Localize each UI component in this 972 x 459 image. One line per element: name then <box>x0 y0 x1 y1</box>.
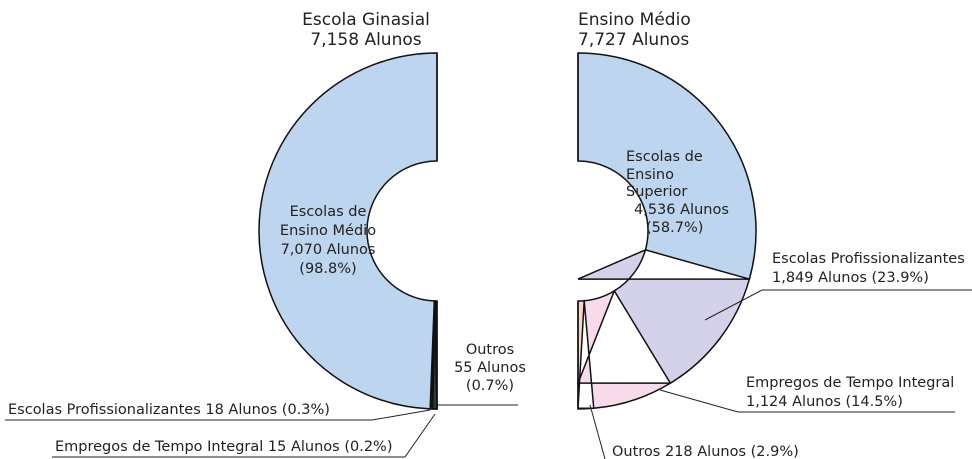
segment-label: Superior <box>626 184 687 200</box>
chart-title: Ensino Médio <box>578 10 691 30</box>
segment-label: Outros 218 Alunos (2.9%) <box>612 444 799 459</box>
segment-label: 1,124 Alunos (14.5%) <box>746 394 903 410</box>
segment-label: 55 Alunos <box>454 360 526 376</box>
chart-title: 7,727 Alunos <box>578 30 689 50</box>
donut-segment <box>577 52 757 280</box>
segment-label: Escolas de <box>290 204 367 220</box>
leader-line <box>659 389 955 413</box>
segment-label: Empregos de Tempo Integral 15 Alunos (0.… <box>55 439 393 455</box>
chart-title: 7,158 Alunos <box>310 30 421 50</box>
leader-line <box>704 289 972 321</box>
donut-segment <box>258 52 438 410</box>
segment-label: Escolas Profissionalizantes <box>772 251 965 267</box>
donut-segment <box>576 289 674 410</box>
chart-title: Escola Ginasial <box>302 10 430 30</box>
segment-label: 7,070 Alunos <box>281 242 376 258</box>
segment-label: 1,849 Alunos (23.9%) <box>772 270 929 286</box>
segment-label: Outros <box>466 342 514 358</box>
segment-label: (98.8%) <box>299 261 356 277</box>
segment-label: (0.7%) <box>466 378 514 394</box>
segment-label: Escolas Profissionalizantes 18 Alunos (0… <box>8 402 330 418</box>
donut-segment <box>577 248 751 385</box>
segment-label: Escolas de <box>626 149 703 165</box>
segment-label: 4,536 Alunos <box>634 202 729 218</box>
leader-line <box>52 413 436 458</box>
segment-label: (58.7%) <box>646 220 703 236</box>
leader-line <box>5 409 431 421</box>
segment-label: Ensino <box>626 167 674 183</box>
segment-label: Ensino Médio <box>280 223 376 239</box>
segment-label: Empregos de Tempo Integral <box>746 375 954 391</box>
leader-line <box>589 404 606 459</box>
